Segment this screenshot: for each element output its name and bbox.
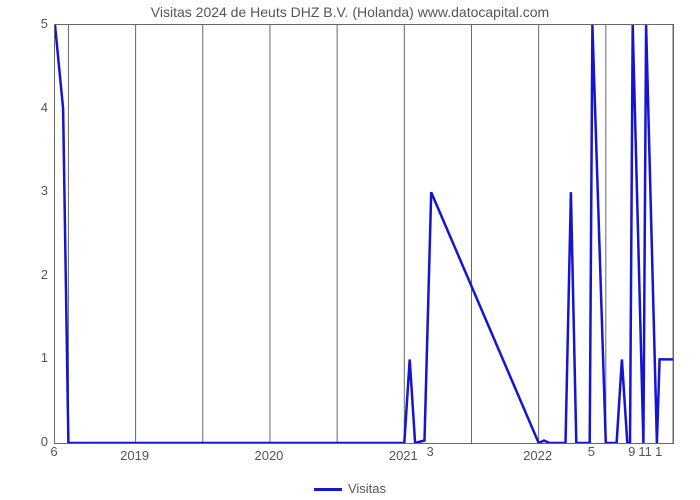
y-tick: 2 bbox=[18, 267, 48, 282]
x-tick: 2021 bbox=[389, 448, 418, 463]
legend-swatch bbox=[314, 488, 342, 491]
legend-label: Visitas bbox=[348, 481, 386, 496]
y-tick: 1 bbox=[18, 350, 48, 365]
truncated-label: 5 bbox=[588, 444, 595, 459]
x-tick: 2019 bbox=[120, 448, 149, 463]
y-tick: 5 bbox=[18, 16, 48, 31]
chart-container: Visitas 2024 de Heuts DHZ B.V. (Holanda)… bbox=[0, 0, 700, 500]
y-tick: 4 bbox=[18, 100, 48, 115]
truncated-label: 11 bbox=[638, 444, 652, 459]
x-gridlines bbox=[68, 25, 673, 443]
x-tick: 2020 bbox=[254, 448, 283, 463]
x-tick: 2022 bbox=[523, 448, 552, 463]
truncated-label: 1 bbox=[655, 444, 662, 459]
truncated-label: 9 bbox=[628, 444, 635, 459]
legend: Visitas bbox=[0, 481, 700, 496]
chart-title: Visitas 2024 de Heuts DHZ B.V. (Holanda)… bbox=[0, 4, 700, 20]
visits-series bbox=[55, 25, 673, 443]
truncated-label: 6 bbox=[50, 444, 57, 459]
plot-area bbox=[54, 24, 674, 444]
y-tick: 3 bbox=[18, 183, 48, 198]
truncated-label: 3 bbox=[427, 444, 434, 459]
plot-svg bbox=[55, 25, 673, 443]
y-tick: 0 bbox=[18, 434, 48, 449]
